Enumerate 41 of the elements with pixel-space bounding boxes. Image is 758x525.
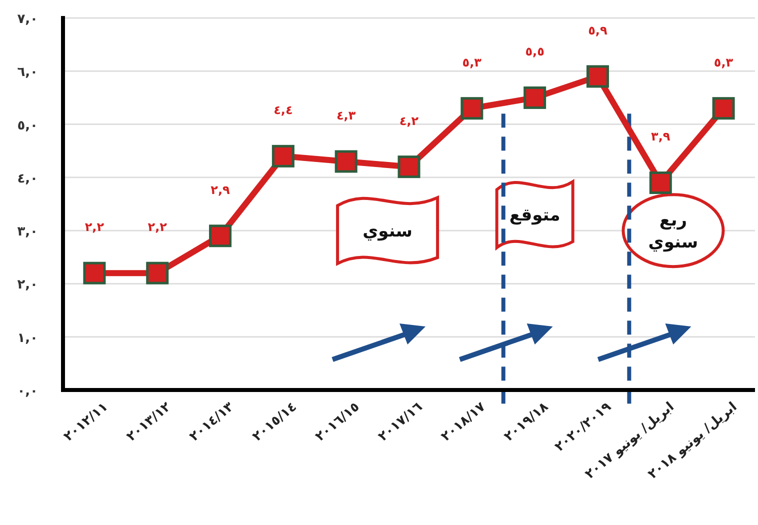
data-label: ٥,٣ <box>714 55 734 70</box>
point <box>398 156 420 178</box>
point <box>209 224 232 248</box>
data-label: ٢,٢ <box>84 220 105 234</box>
x-tick-label: ٢٠١٤/١٣ <box>187 400 237 445</box>
annotation: ربع سنوي <box>648 210 698 253</box>
point <box>712 97 735 120</box>
y-tick-label: ٦,٠ <box>17 65 38 80</box>
data-label: ٥,٣ <box>462 55 482 70</box>
x-tick-label: ٢٠١٣/١٢ <box>124 400 174 445</box>
x-tick-label: ٢٠١٥/١٤ <box>250 400 300 445</box>
y-tick-label: ٤,٠ <box>17 171 38 186</box>
data-label: ٣,٩ <box>651 130 671 144</box>
data-label: ٤,٣ <box>336 108 356 122</box>
point <box>83 262 106 284</box>
point <box>272 144 294 168</box>
y-tick-label: ٥,٠ <box>17 118 38 134</box>
y-tick-label: ١,٠ <box>17 330 38 346</box>
point <box>334 150 358 173</box>
y-tick-label: ٧,٠ <box>17 12 38 27</box>
annotation: سنوي <box>362 222 412 242</box>
data-label: ٢,٢ <box>148 220 168 234</box>
y-tick-label: ٣,٠ <box>17 224 38 240</box>
data-label: ٤,٢ <box>399 114 420 128</box>
point <box>586 65 609 88</box>
y-tick-label: ٢,٠ <box>17 278 38 293</box>
data-label: ٤,٤ <box>274 103 293 118</box>
point <box>524 86 546 109</box>
x-tick-label: ٢٠١٧/١٦ <box>376 400 426 445</box>
point <box>649 171 672 194</box>
data-label: ٥,٥ <box>525 44 544 59</box>
y-tick-label: ٠,٠ <box>17 384 38 399</box>
x-tick-label: ٢٠١٨/١٧ <box>438 400 489 445</box>
point <box>146 262 169 284</box>
x-tick-label: ٢٠١٩/١٨ <box>502 400 552 445</box>
x-tick-label: ٢٠١٢/١١ <box>61 400 112 445</box>
point <box>460 97 484 120</box>
annotation: متوقع <box>509 206 560 226</box>
x-tick-label: ٢٠١٦/١٥ <box>312 400 363 445</box>
data-label: ٥,٩ <box>588 23 608 38</box>
data-label: ٢,٩ <box>210 182 231 197</box>
